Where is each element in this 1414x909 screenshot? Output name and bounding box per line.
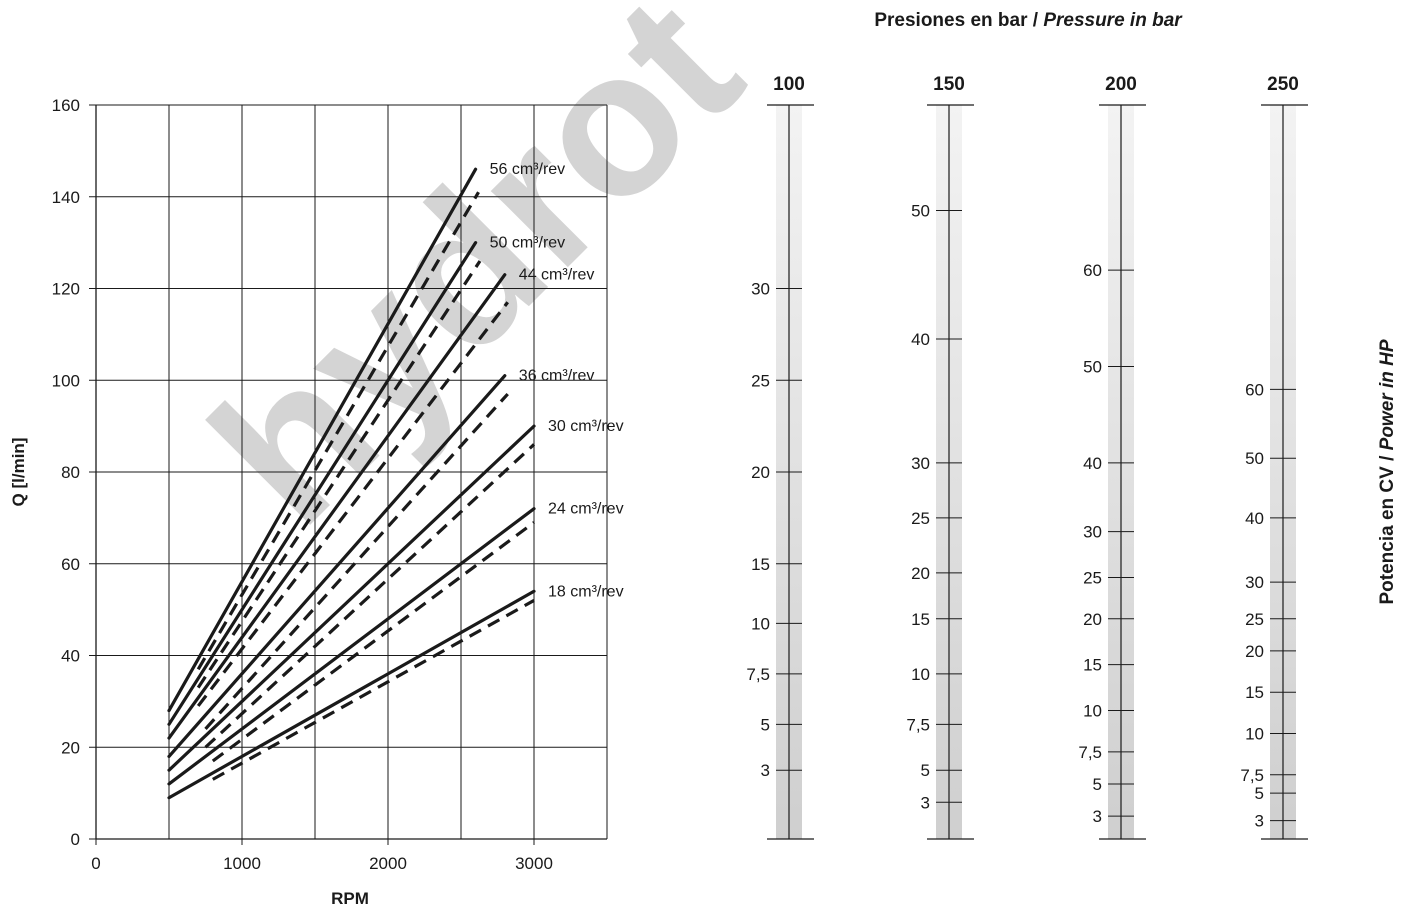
pressure-scale-250: 250 60 50 40 30 25 20 15 10 7,55 3 (1240, 74, 1308, 840)
power-tick-label: 15 (1083, 656, 1102, 675)
y-tick-label: 120 (52, 280, 80, 299)
power-tick-label: 20 (911, 564, 930, 583)
x-axis-title: RPM (331, 889, 369, 908)
series-line-solid (167, 273, 507, 740)
y-axis-title: Q [l/min] (9, 438, 28, 507)
series-line-dashed (196, 191, 480, 671)
power-tick-label: 5 (1093, 775, 1102, 794)
power-tick-label: 5 (1255, 784, 1264, 803)
series-line-solid (167, 167, 478, 713)
power-tick-label: 15 (911, 610, 930, 629)
power-tick-label: 25 (911, 509, 930, 528)
chart-grid (96, 104, 608, 839)
series-line-solid (167, 507, 536, 786)
power-tick-label: 25 (751, 371, 770, 390)
series-line-dashed (204, 392, 509, 730)
power-tick-label: 40 (911, 330, 930, 349)
series-label: 56 cm³/rev (490, 161, 566, 178)
series-5: 30 cm³/rev (167, 418, 624, 772)
series-7: 18 cm³/rev (167, 583, 624, 800)
series-6: 24 cm³/rev (167, 501, 624, 786)
power-tick-label: 60 (1083, 261, 1102, 280)
x-tick-label: 1000 (223, 854, 261, 873)
series-4: 36 cm³/rev (167, 368, 595, 759)
x-tick-label: 0 (91, 854, 100, 873)
chart-axes: 0 20 40 60 80 100 120 140 160 0 1000 2000 3000 (52, 96, 607, 873)
power-tick-label: 30 (911, 454, 930, 473)
power-tick-label: 15 (751, 555, 770, 574)
power-tick-label: 20 (1083, 610, 1102, 629)
series-line-dashed (212, 599, 535, 781)
series-line-solid (167, 374, 507, 759)
x-tick-label: 2000 (369, 854, 407, 873)
y-tick-label: 0 (71, 830, 80, 849)
series-line-solid (167, 241, 478, 726)
chart-series: 56 cm³/rev 50 cm³/rev 44 cm³/rev 36 cm³/rev… (167, 161, 624, 800)
series-label: 36 cm³/rev (519, 368, 595, 385)
power-tick-label: 3 (1093, 807, 1102, 826)
pressure-scale-150: 150 50 40 30 25 20 15 10 7,5 5 3 (906, 74, 974, 840)
power-tick-label: 3 (1255, 812, 1264, 831)
power-tick-label: 40 (1083, 454, 1102, 473)
x-tick-label: 3000 (515, 854, 553, 873)
series-label: 44 cm³/rev (519, 267, 595, 284)
power-tick-label: 30 (751, 280, 770, 299)
power-axis-title: Potencia en CV / Power in HP (1377, 339, 1398, 604)
pressure-scale-200: 200 60 50 40 30 25 20 15 10 7,5 5 3 (1078, 74, 1146, 840)
pressure-header: Presiones en bar / Pressure in bar (874, 10, 1183, 31)
pressure-label: 150 (933, 74, 965, 95)
series-2: 50 cm³/rev (167, 235, 566, 726)
pressure-label: 100 (773, 74, 805, 95)
power-tick-label: 10 (911, 665, 930, 684)
power-tick-label: 25 (1245, 610, 1264, 629)
power-nomogram: 10030252015107,553150504030252015107,553… (746, 74, 1308, 840)
power-tick-label: 7,5 (746, 665, 770, 684)
series-line-solid (167, 424, 536, 772)
power-tick-label: 7,5 (1240, 766, 1264, 785)
power-tick-label: 5 (761, 715, 770, 734)
y-tick-label: 140 (52, 188, 80, 207)
power-tick-label: 7,5 (906, 715, 930, 734)
y-tick-label: 20 (61, 738, 80, 757)
pressure-label: 250 (1267, 74, 1299, 95)
power-tick-label: 30 (1083, 523, 1102, 542)
series-label: 30 cm³/rev (548, 418, 624, 435)
power-tick-label: 10 (1083, 702, 1102, 721)
power-tick-label: 10 (1245, 724, 1264, 743)
y-tick-label: 160 (52, 96, 80, 115)
power-tick-label: 25 (1083, 569, 1102, 588)
power-tick-label: 20 (751, 463, 770, 482)
power-tick-label: 5 (921, 761, 930, 780)
series-label: 50 cm³/rev (490, 235, 566, 252)
power-tick-label: 40 (1245, 509, 1264, 528)
y-tick-label: 100 (52, 371, 80, 390)
power-tick-label: 3 (761, 761, 770, 780)
y-tick-label: 80 (61, 463, 80, 482)
power-tick-label: 15 (1245, 683, 1264, 702)
pressure-scale-100: 100 30 25 20 15 10 7,5 5 3 (746, 74, 814, 840)
power-tick-label: 60 (1245, 380, 1264, 399)
y-tick-label: 40 (61, 647, 80, 666)
series-line-dashed (196, 260, 482, 689)
power-tick-label: 50 (911, 202, 930, 221)
power-tick-label: 7,5 (1078, 743, 1102, 762)
series-label: 24 cm³/rev (548, 501, 624, 518)
power-tick-label: 10 (751, 614, 770, 633)
series-line-dashed (211, 521, 535, 763)
series-label: 18 cm³/rev (548, 583, 624, 600)
power-tick-label: 3 (921, 793, 930, 812)
power-tick-label: 20 (1245, 642, 1264, 661)
series-1: 56 cm³/rev (167, 161, 566, 713)
y-tick-label: 60 (61, 555, 80, 574)
power-tick-label: 50 (1083, 357, 1102, 376)
series-line-solid (167, 589, 536, 800)
power-tick-label: 50 (1245, 449, 1264, 468)
pressure-label: 200 (1105, 74, 1137, 95)
series-line-dashed (204, 443, 536, 749)
series-line-dashed (196, 301, 509, 707)
series-3: 44 cm³/rev (167, 267, 595, 740)
power-tick-label: 30 (1245, 573, 1264, 592)
